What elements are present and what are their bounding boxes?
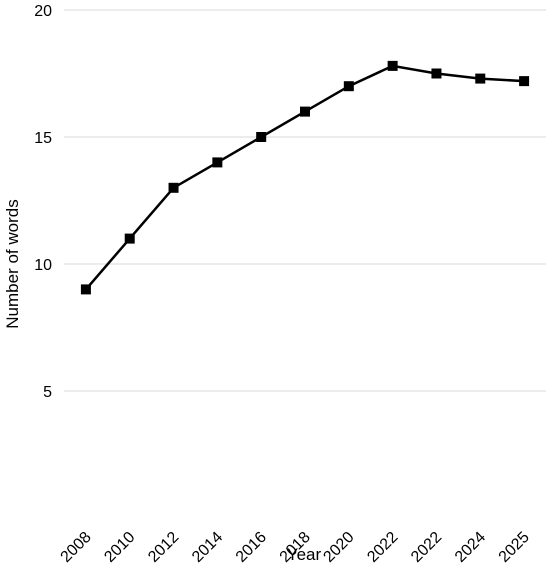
x-tick-label: 2008 bbox=[58, 529, 95, 566]
x-tick-label: 2025 bbox=[496, 529, 533, 566]
y-axis-title: Number of words bbox=[3, 199, 22, 328]
x-tick-label: 2014 bbox=[189, 529, 226, 566]
x-tick-label: 2022 bbox=[408, 529, 445, 566]
data-point bbox=[80, 284, 91, 295]
y-tick-label: 15 bbox=[34, 130, 52, 147]
x-tick-label: 2024 bbox=[452, 529, 489, 566]
x-tick-label: 2022 bbox=[364, 529, 401, 566]
series-line bbox=[84, 64, 525, 291]
gridlines bbox=[64, 9, 546, 392]
series bbox=[80, 60, 530, 295]
x-tick-label: 2016 bbox=[233, 529, 270, 566]
y-tick-label: 5 bbox=[43, 384, 52, 401]
data-point bbox=[343, 81, 354, 92]
data-point bbox=[475, 73, 486, 84]
data-point bbox=[387, 60, 398, 71]
data-point bbox=[212, 157, 223, 168]
data-point bbox=[431, 68, 442, 79]
y-tick-label: 20 bbox=[34, 3, 52, 20]
x-tick-label: 2012 bbox=[145, 529, 182, 566]
y-tick-label: 10 bbox=[34, 257, 52, 274]
x-tick-label: 2010 bbox=[101, 529, 138, 566]
y-tick-labels: 5 10 15 20 bbox=[34, 3, 52, 401]
data-point bbox=[124, 233, 135, 244]
data-point bbox=[256, 132, 267, 142]
x-axis-title: Year bbox=[287, 545, 322, 564]
data-point bbox=[168, 182, 179, 193]
data-point bbox=[300, 106, 310, 117]
x-tick-label: 2020 bbox=[320, 529, 357, 566]
data-point bbox=[519, 76, 530, 87]
